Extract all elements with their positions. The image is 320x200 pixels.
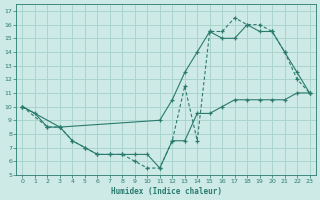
X-axis label: Humidex (Indice chaleur): Humidex (Indice chaleur) [110,187,221,196]
